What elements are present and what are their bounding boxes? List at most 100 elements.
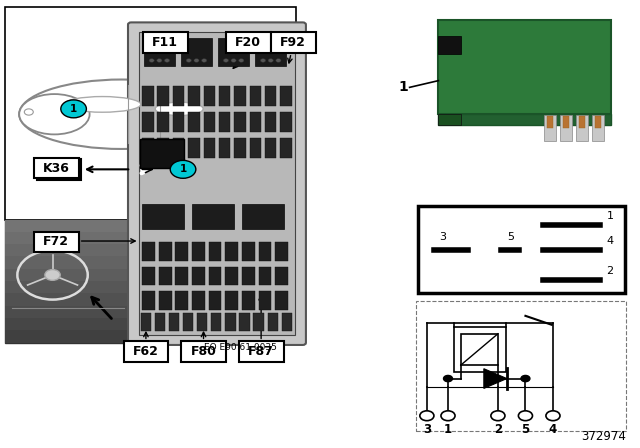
- Bar: [239, 313, 250, 331]
- Bar: [219, 86, 230, 106]
- Bar: [5, 281, 130, 293]
- Bar: [547, 116, 553, 128]
- Bar: [234, 86, 246, 106]
- Text: EO E90 61 0035: EO E90 61 0035: [204, 343, 276, 352]
- Text: 5: 5: [508, 232, 514, 242]
- Bar: [181, 38, 212, 66]
- Text: 372974: 372974: [581, 430, 626, 443]
- Bar: [5, 293, 130, 306]
- Circle shape: [149, 59, 154, 62]
- Bar: [34, 158, 79, 178]
- Text: 1: 1: [70, 104, 77, 114]
- Circle shape: [170, 160, 196, 178]
- Bar: [454, 327, 506, 372]
- Bar: [280, 112, 292, 132]
- Bar: [259, 242, 271, 261]
- FancyBboxPatch shape: [128, 22, 306, 345]
- Text: F87: F87: [248, 345, 274, 358]
- Bar: [250, 86, 261, 106]
- Bar: [218, 38, 249, 66]
- Bar: [5, 220, 130, 232]
- Bar: [192, 291, 205, 310]
- Bar: [560, 115, 572, 141]
- Text: 1: 1: [179, 164, 187, 174]
- Text: 2: 2: [606, 267, 614, 276]
- Bar: [226, 32, 271, 53]
- Bar: [275, 267, 288, 285]
- Text: F62: F62: [133, 345, 159, 358]
- Bar: [197, 313, 207, 331]
- Bar: [234, 138, 246, 158]
- Bar: [418, 206, 625, 293]
- Bar: [234, 112, 246, 132]
- Text: 4: 4: [606, 236, 614, 246]
- Circle shape: [521, 375, 530, 382]
- Bar: [142, 242, 155, 261]
- Bar: [592, 115, 604, 141]
- Bar: [253, 313, 264, 331]
- Bar: [255, 38, 286, 66]
- Bar: [169, 313, 179, 331]
- Circle shape: [546, 411, 560, 421]
- Bar: [595, 116, 601, 128]
- Circle shape: [186, 59, 191, 62]
- Bar: [259, 291, 271, 310]
- Bar: [225, 242, 238, 261]
- Bar: [157, 86, 169, 106]
- Bar: [242, 242, 255, 261]
- Bar: [265, 112, 276, 132]
- Bar: [124, 341, 168, 362]
- Circle shape: [223, 59, 228, 62]
- Ellipse shape: [19, 80, 224, 149]
- Bar: [142, 204, 184, 229]
- Bar: [188, 112, 200, 132]
- Circle shape: [194, 59, 199, 62]
- Circle shape: [420, 411, 434, 421]
- Circle shape: [157, 59, 162, 62]
- Text: 4: 4: [549, 422, 557, 436]
- Bar: [438, 36, 461, 54]
- Text: F72: F72: [44, 235, 69, 249]
- Bar: [157, 138, 169, 158]
- Bar: [242, 204, 284, 229]
- Text: 1: 1: [398, 80, 408, 95]
- Bar: [211, 313, 221, 331]
- Bar: [563, 116, 569, 128]
- Bar: [181, 341, 226, 362]
- Bar: [416, 301, 626, 431]
- Bar: [265, 86, 276, 106]
- Bar: [157, 112, 169, 132]
- Ellipse shape: [156, 102, 204, 116]
- Bar: [242, 267, 255, 285]
- Bar: [461, 334, 498, 365]
- Bar: [280, 86, 292, 106]
- Text: 2: 2: [494, 422, 502, 436]
- Bar: [139, 32, 295, 335]
- Bar: [5, 269, 130, 281]
- Bar: [544, 115, 556, 141]
- Bar: [225, 267, 238, 285]
- Text: F11: F11: [152, 36, 178, 49]
- Bar: [142, 138, 154, 158]
- Circle shape: [45, 270, 60, 280]
- Polygon shape: [438, 114, 461, 125]
- Bar: [250, 112, 261, 132]
- Bar: [265, 138, 276, 158]
- Bar: [259, 267, 271, 285]
- Text: F80: F80: [191, 345, 216, 358]
- Circle shape: [260, 59, 266, 62]
- Circle shape: [231, 59, 236, 62]
- Ellipse shape: [19, 94, 90, 134]
- Bar: [5, 232, 130, 244]
- Bar: [173, 112, 184, 132]
- Bar: [271, 32, 316, 53]
- Circle shape: [444, 375, 452, 382]
- Bar: [225, 291, 238, 310]
- Text: F20: F20: [236, 36, 261, 49]
- Circle shape: [202, 59, 207, 62]
- Bar: [219, 112, 230, 132]
- Bar: [34, 232, 79, 252]
- Text: 3: 3: [423, 422, 431, 436]
- Polygon shape: [438, 20, 611, 114]
- Bar: [242, 291, 255, 310]
